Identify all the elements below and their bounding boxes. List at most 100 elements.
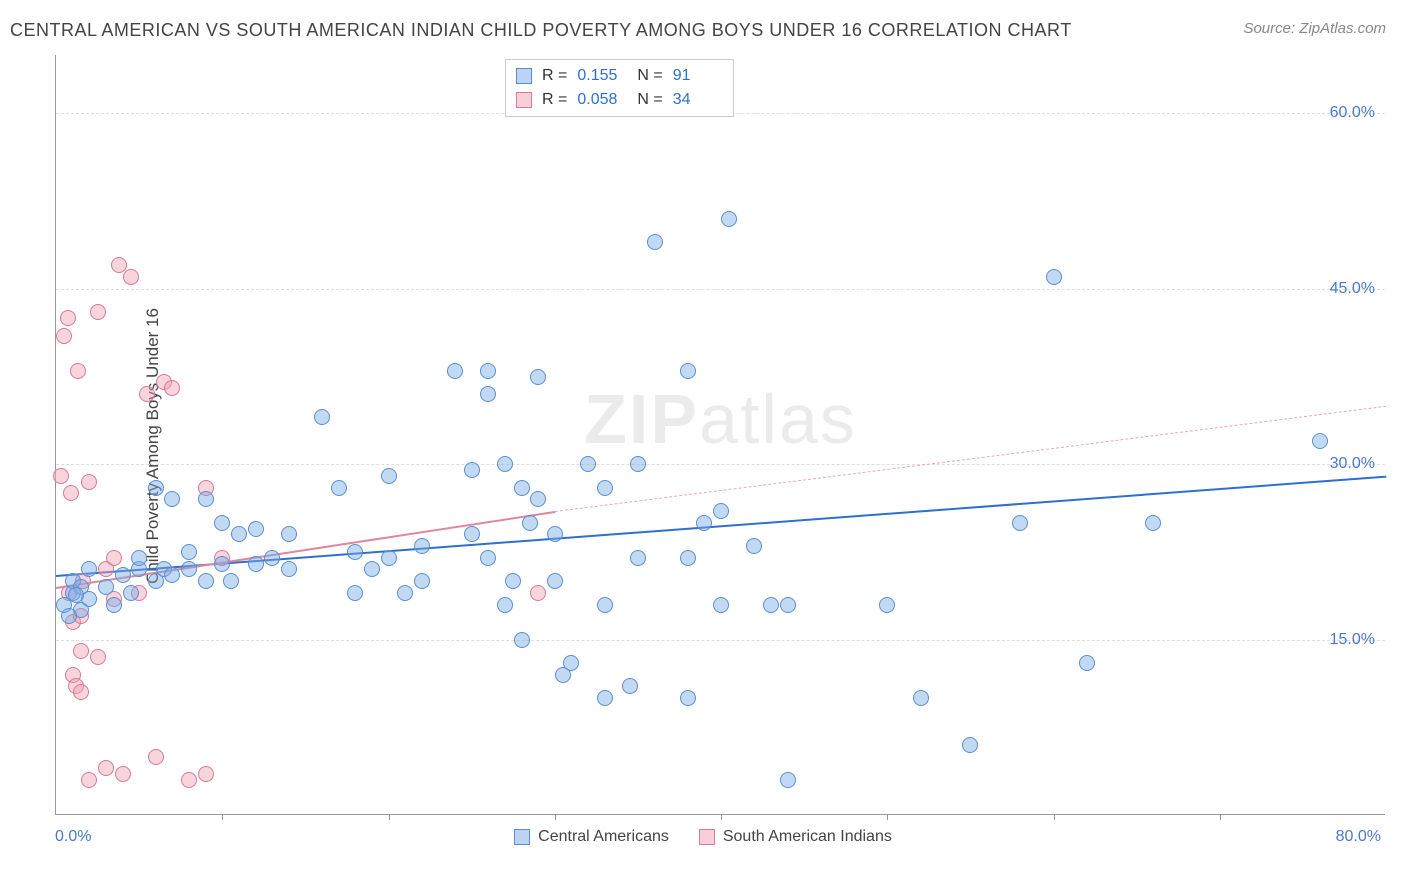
data-point-blue (1312, 433, 1328, 449)
data-point-pink (115, 766, 131, 782)
correlation-row-blue: R = 0.155 N = 91 (516, 64, 723, 88)
data-point-blue (214, 515, 230, 531)
r-label: R = (542, 88, 567, 112)
data-point-blue (198, 573, 214, 589)
data-point-pink (530, 585, 546, 601)
data-point-blue (630, 550, 646, 566)
data-point-blue (281, 561, 297, 577)
data-point-blue (597, 480, 613, 496)
data-point-pink (63, 485, 79, 501)
gridline (56, 640, 1385, 641)
data-point-blue (81, 561, 97, 577)
data-point-pink (98, 760, 114, 776)
data-point-blue (680, 363, 696, 379)
data-point-blue (397, 585, 413, 601)
data-point-blue (480, 363, 496, 379)
data-point-blue (514, 480, 530, 496)
x-tick-mark (389, 814, 390, 820)
data-point-blue (563, 655, 579, 671)
data-point-blue (547, 526, 563, 542)
data-point-blue (480, 386, 496, 402)
chart-plot-area: ZIPatlas 15.0%30.0%45.0%60.0% (55, 55, 1385, 815)
data-point-pink (123, 269, 139, 285)
data-point-blue (530, 369, 546, 385)
correlation-legend-box: R = 0.155 N = 91 R = 0.058 N = 34 (505, 59, 734, 117)
swatch-pink-icon (699, 829, 715, 845)
data-point-pink (73, 684, 89, 700)
data-point-pink (148, 749, 164, 765)
data-point-blue (680, 690, 696, 706)
data-point-pink (106, 550, 122, 566)
r-value-blue: 0.155 (577, 64, 627, 88)
data-point-blue (347, 585, 363, 601)
data-point-blue (414, 573, 430, 589)
data-point-blue (347, 544, 363, 560)
data-point-blue (98, 579, 114, 595)
data-point-blue (1012, 515, 1028, 531)
data-point-blue (106, 597, 122, 613)
x-tick-mark (1054, 814, 1055, 820)
swatch-blue-icon (514, 829, 530, 845)
data-point-pink (56, 328, 72, 344)
swatch-blue-icon (516, 68, 532, 84)
data-point-blue (713, 597, 729, 613)
data-point-pink (139, 386, 155, 402)
x-tick-mark (887, 814, 888, 820)
data-point-blue (505, 573, 521, 589)
legend-item-blue: Central Americans (514, 828, 669, 846)
data-point-blue (223, 573, 239, 589)
data-point-blue (214, 556, 230, 572)
n-label: N = (637, 64, 662, 88)
data-point-pink (164, 380, 180, 396)
gridline (56, 464, 1385, 465)
data-point-blue (879, 597, 895, 613)
data-point-blue (281, 526, 297, 542)
data-point-blue (164, 491, 180, 507)
data-point-blue (721, 211, 737, 227)
data-point-blue (622, 678, 638, 694)
x-tick-mark (555, 814, 556, 820)
series-legend: Central Americans South American Indians (0, 828, 1406, 846)
chart-title: CENTRAL AMERICAN VS SOUTH AMERICAN INDIA… (10, 20, 1072, 41)
data-point-blue (547, 573, 563, 589)
trendline-pink (56, 511, 555, 589)
legend-item-pink: South American Indians (699, 828, 892, 846)
data-point-blue (713, 503, 729, 519)
data-point-blue (580, 456, 596, 472)
data-point-blue (696, 515, 712, 531)
y-tick-label: 45.0% (1330, 280, 1375, 298)
data-point-blue (148, 480, 164, 496)
data-point-blue (364, 561, 380, 577)
data-point-blue (115, 567, 131, 583)
gridline (56, 289, 1385, 290)
data-point-blue (198, 491, 214, 507)
data-point-blue (414, 538, 430, 554)
trendline-pink-dashed (555, 406, 1386, 512)
data-point-blue (181, 561, 197, 577)
y-tick-label: 60.0% (1330, 104, 1375, 122)
data-point-blue (514, 632, 530, 648)
data-point-pink (70, 363, 86, 379)
n-value-pink: 34 (673, 88, 723, 112)
data-point-blue (780, 772, 796, 788)
data-point-blue (1145, 515, 1161, 531)
data-point-pink (60, 310, 76, 326)
data-point-blue (597, 597, 613, 613)
data-point-blue (1079, 655, 1095, 671)
header-row: CENTRAL AMERICAN VS SOUTH AMERICAN INDIA… (10, 20, 1386, 41)
data-point-pink (90, 304, 106, 320)
data-point-blue (746, 538, 762, 554)
data-point-blue (680, 550, 696, 566)
data-point-blue (61, 608, 77, 624)
data-point-blue (447, 363, 463, 379)
data-point-pink (181, 772, 197, 788)
watermark-bold: ZIP (584, 380, 699, 458)
data-point-blue (480, 550, 496, 566)
data-point-blue (248, 556, 264, 572)
data-point-pink (198, 766, 214, 782)
data-point-blue (464, 526, 480, 542)
data-point-blue (497, 456, 513, 472)
n-label: N = (637, 88, 662, 112)
x-tick-mark (721, 814, 722, 820)
data-point-pink (90, 649, 106, 665)
